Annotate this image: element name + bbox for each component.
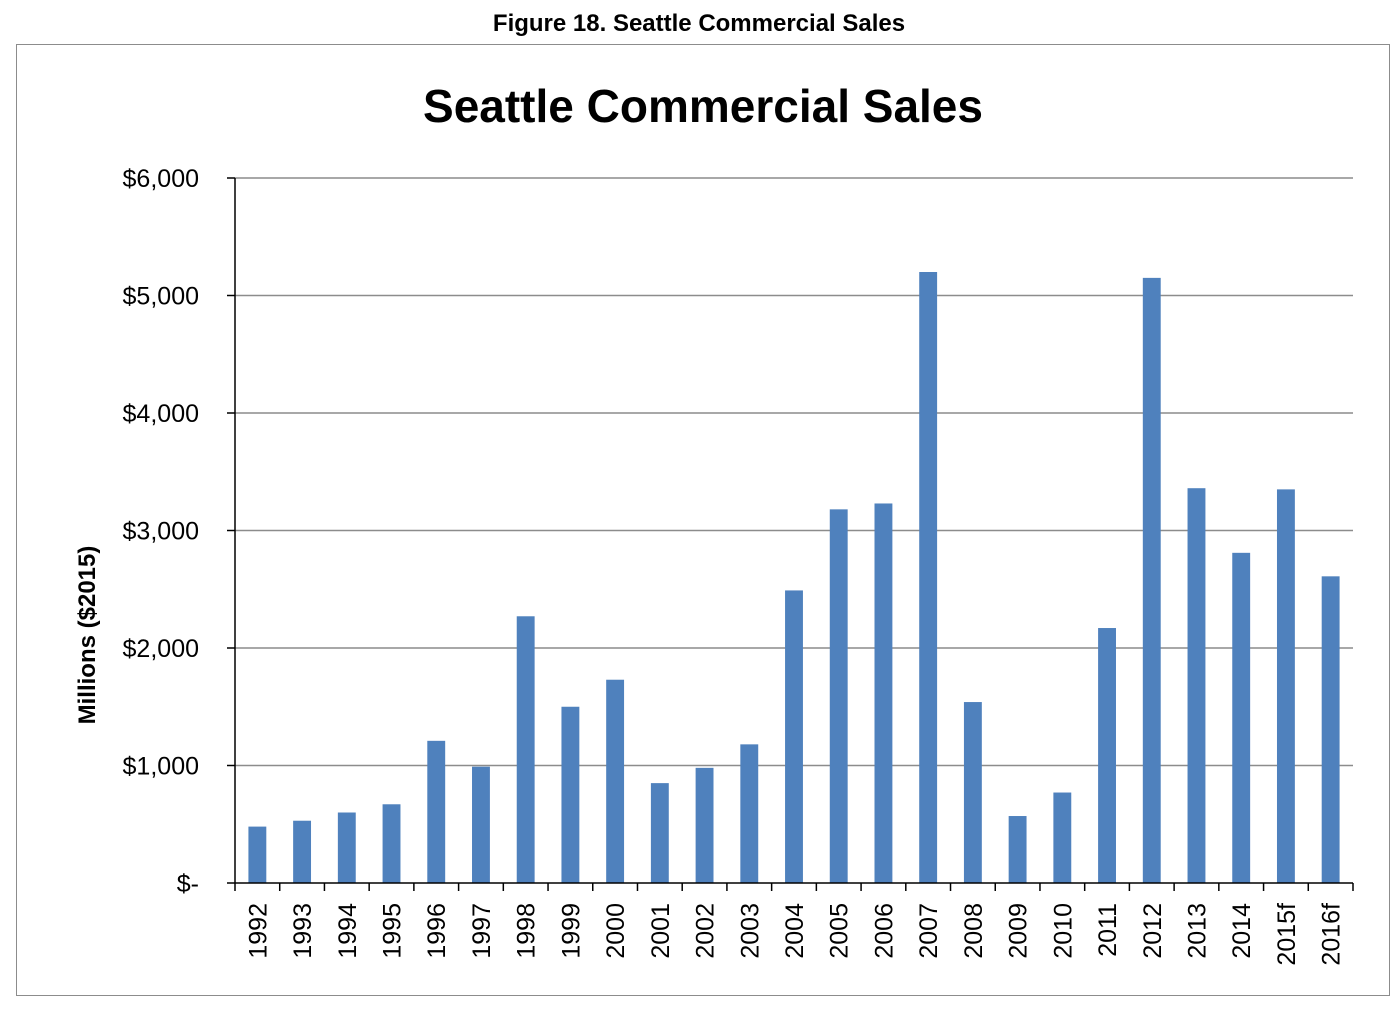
- figure-caption: Figure 18. Seattle Commercial Sales: [492, 10, 906, 37]
- x-tick-label: 2000: [602, 903, 630, 959]
- bar-chart: Seattle Commercial Sales Millions ($2015…: [74, 80, 1354, 966]
- bar-2008: [963, 702, 982, 883]
- bar-2015f: [1276, 489, 1295, 883]
- chart-title: Seattle Commercial Sales: [423, 80, 983, 132]
- bar-2016f: [1321, 576, 1340, 883]
- x-tick-label: 2016f: [1318, 903, 1346, 966]
- bar-1998: [516, 616, 535, 883]
- x-tick-label: 2013: [1183, 903, 1211, 959]
- bar-1999: [561, 706, 580, 883]
- bars: [248, 272, 1340, 883]
- bar-2004: [785, 590, 803, 883]
- x-tick-label: 1992: [244, 903, 272, 959]
- bar-2001: [650, 783, 669, 883]
- y-tick-label: $5,000: [123, 283, 199, 311]
- x-tick-label: 2010: [1049, 903, 1077, 959]
- bar-2011: [1098, 628, 1116, 883]
- bar-1994: [337, 812, 356, 883]
- x-tick-label: 2006: [870, 903, 898, 959]
- x-tick-label: 2001: [647, 903, 675, 959]
- bar-1993: [293, 820, 312, 883]
- y-tick-label: $3,000: [123, 518, 199, 546]
- bar-2002: [695, 767, 714, 883]
- bar-2005: [829, 509, 848, 883]
- y-tick-label: $6,000: [123, 165, 199, 193]
- gridlines: [227, 177, 1353, 884]
- bar-2009: [1008, 816, 1027, 883]
- x-tick-label: 1993: [289, 903, 317, 959]
- bar-2013: [1187, 488, 1206, 883]
- y-tick-labels: $- $1,000 $2,000 $3,000 $4,000 $5,000 $6,000: [123, 165, 199, 898]
- y-tick-label: $1,000: [123, 753, 199, 781]
- x-tick-label: 2002: [692, 903, 720, 959]
- y-tick-label: $-: [177, 870, 199, 898]
- bar-1992: [248, 826, 267, 883]
- bar-1997: [472, 766, 490, 883]
- x-tick-label: 2014: [1228, 903, 1256, 959]
- bar-2000: [606, 679, 625, 883]
- x-tick-label: 1999: [557, 903, 585, 959]
- x-tick-label: 2003: [736, 903, 764, 959]
- axes: [234, 178, 1354, 891]
- x-tick-label: 2009: [1005, 903, 1033, 959]
- x-tick-label: 1997: [468, 903, 496, 959]
- bar-1996: [427, 740, 446, 883]
- x-tick-label: 1998: [513, 903, 541, 959]
- bar-2003: [740, 744, 759, 883]
- x-tick-label: 2008: [960, 903, 988, 959]
- x-tick-label: 1994: [334, 903, 362, 959]
- x-tick-label: 2015f: [1273, 903, 1301, 966]
- bar-2006: [874, 503, 893, 883]
- bar-2007: [919, 272, 938, 883]
- y-tick-label: $2,000: [123, 635, 199, 663]
- x-tick-label: 1995: [379, 903, 407, 959]
- x-tick-label: 2004: [781, 903, 809, 959]
- y-axis-title: Millions ($2015): [74, 546, 101, 725]
- y-tick-label: $4,000: [123, 400, 199, 428]
- x-tick-label: 2011: [1094, 903, 1122, 957]
- x-tick-label: 2007: [915, 903, 943, 959]
- bar-1995: [382, 804, 401, 883]
- x-tick-label: 1996: [423, 903, 451, 959]
- x-tick-label: 2005: [826, 903, 854, 959]
- x-tick-label: 2012: [1139, 903, 1167, 959]
- x-tick-labels: 1992 1993 1994 1995 1996 1997 1998 1999 2000 2001…: [244, 903, 1345, 966]
- chart-frame: Seattle Commercial Sales Millions ($2015…: [16, 44, 1390, 996]
- bar-2012: [1142, 277, 1161, 883]
- bar-2010: [1053, 792, 1072, 883]
- bar-2014: [1232, 552, 1251, 883]
